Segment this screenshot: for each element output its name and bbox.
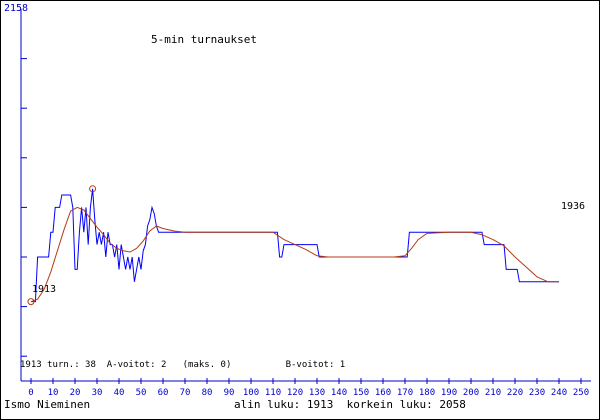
max-label: korkein luku: (346, 398, 433, 411)
chart-markers (27, 185, 97, 306)
min-max-summary: alin luku: 1913 korkein luku: 2058 (234, 398, 466, 411)
max-value: 2058 (439, 398, 466, 411)
x-tick-label: 220 (507, 388, 523, 398)
x-axis-ticks: 0 10 20 30 40 50 60 70 80 90 100 110 120 130 140 150 160… (28, 378, 589, 398)
x-tick-label: 180 (419, 388, 435, 398)
a-wins-label: A-voitot: (106, 360, 156, 370)
author-name: Ismo Nieminen (4, 398, 91, 411)
x-tick-label: 30 (92, 388, 103, 398)
y-max-label: 2158 (4, 3, 29, 14)
x-tick-label: 230 (529, 388, 545, 398)
chart-title: 5-min turnaukset (151, 33, 257, 46)
x-tick-label: 150 (353, 388, 369, 398)
min-value: 1913 (306, 398, 334, 411)
x-tick-label: 190 (441, 388, 457, 398)
x-tick-label: 140 (331, 388, 347, 398)
x-tick-label: 240 (551, 388, 567, 398)
max-note: (maks. 0) (182, 360, 232, 370)
x-tick-label: 210 (485, 388, 501, 398)
b-wins-label: B-voitot: (285, 360, 335, 370)
x-tick-label: 100 (243, 388, 259, 398)
trend-series-line (30, 206, 559, 303)
x-tick-label: 80 (202, 388, 213, 398)
chart-series (30, 188, 559, 303)
x-tick-label: 20 (70, 388, 81, 398)
x-tick-label: 0 (28, 388, 33, 398)
rating-series-line (31, 188, 559, 303)
status-value: 1913 (20, 360, 42, 370)
last-value-label: 1936 (561, 201, 586, 212)
chart-gridlines (21, 58, 27, 357)
first-value-label: 1913 (32, 284, 57, 295)
a-wins-value: 2 (160, 360, 167, 370)
status-line: 1913 turn.: 38 A-voitot: 2 (maks. 0) B-v… (20, 360, 345, 370)
x-tick-label: 250 (573, 388, 589, 398)
min-label: alin luku: (234, 398, 301, 411)
data-point-marker (89, 185, 97, 193)
x-tick-label: 200 (463, 388, 479, 398)
x-tick-label: 120 (287, 388, 303, 398)
data-point-marker (27, 298, 35, 306)
x-tick-label: 10 (48, 388, 59, 398)
x-tick-label: 60 (158, 388, 169, 398)
x-tick-label: 170 (397, 388, 413, 398)
x-tick-label: 70 (180, 388, 191, 398)
chart-axes (20, 9, 591, 382)
turn-label: turn.: (47, 360, 80, 370)
x-tick-label: 40 (114, 388, 125, 398)
x-tick-label: 50 (136, 388, 147, 398)
turn-count: 38 (85, 360, 96, 370)
x-tick-label: 160 (375, 388, 391, 398)
x-tick-label: 110 (265, 388, 281, 398)
x-tick-label: 90 (224, 388, 235, 398)
b-wins-value: 1 (339, 360, 346, 370)
x-tick-label: 130 (309, 388, 325, 398)
